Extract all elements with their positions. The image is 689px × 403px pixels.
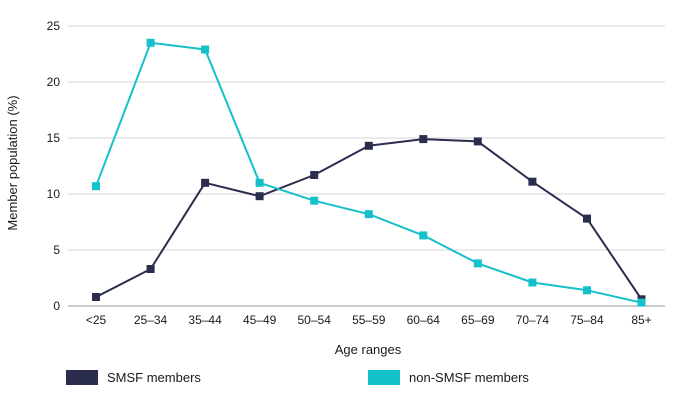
- x-tick-label: 70–74: [516, 313, 550, 327]
- data-point: [473, 259, 482, 268]
- x-tick-label: <25: [86, 313, 107, 327]
- y-tick-label: 25: [47, 19, 61, 33]
- x-tick-label: 65–69: [461, 313, 495, 327]
- x-tick-label: 60–64: [407, 313, 441, 327]
- x-tick-label: 55–59: [352, 313, 386, 327]
- series-line: [95, 138, 643, 300]
- data-point: [255, 178, 264, 187]
- y-tick-label: 15: [47, 131, 61, 145]
- x-tick-label: 85+: [631, 313, 651, 327]
- legend-label-smsf: SMSF members: [107, 370, 201, 385]
- x-axis-ticks: <25 25–34 35–44 45–49 50–54 55–59 60–64 65–69 70…: [86, 313, 652, 327]
- data-point: [201, 178, 210, 187]
- data-point: [528, 177, 537, 186]
- legend-label-non-smsf: non-SMSF members: [409, 370, 529, 385]
- series-group: [92, 38, 646, 307]
- y-axis-title: Member population (%): [5, 95, 20, 230]
- series-non-smsf: [92, 38, 646, 307]
- x-tick-label: 75–84: [570, 313, 604, 327]
- data-point: [310, 171, 319, 179]
- legend: SMSF members non-SMSF members: [66, 370, 529, 385]
- x-tick-label: 25–34: [134, 313, 168, 327]
- data-point: [364, 141, 373, 150]
- data-point: [419, 231, 428, 240]
- data-point: [637, 298, 646, 307]
- series-smsf: [92, 135, 646, 304]
- legend-item-non-smsf: non-SMSF members: [368, 370, 529, 385]
- data-point: [255, 192, 264, 201]
- gridlines: [68, 25, 665, 307]
- data-point: [146, 38, 155, 47]
- y-tick-label: 20: [47, 75, 61, 89]
- data-point: [583, 286, 591, 295]
- data-point: [528, 278, 537, 287]
- y-tick-label: 0: [53, 299, 60, 313]
- y-axis-ticks: 0 5 10 15 20 25: [47, 19, 61, 313]
- data-point: [419, 135, 428, 144]
- y-tick-label: 10: [47, 187, 61, 201]
- data-point: [473, 137, 482, 146]
- data-point: [201, 45, 210, 54]
- data-point: [92, 182, 100, 191]
- y-tick-label: 5: [53, 243, 60, 257]
- legend-swatch-non-smsf: [368, 370, 400, 385]
- x-axis-title: Age ranges: [335, 342, 402, 357]
- legend-item-smsf: SMSF members: [66, 370, 201, 385]
- data-point: [364, 210, 373, 219]
- data-point: [583, 214, 591, 223]
- data-point: [146, 265, 155, 273]
- x-tick-label: 35–44: [188, 313, 222, 327]
- data-point: [310, 196, 319, 205]
- x-tick-label: 50–54: [298, 313, 332, 327]
- x-tick-label: 45–49: [243, 313, 277, 327]
- data-point: [92, 293, 100, 301]
- legend-swatch-smsf: [66, 370, 98, 385]
